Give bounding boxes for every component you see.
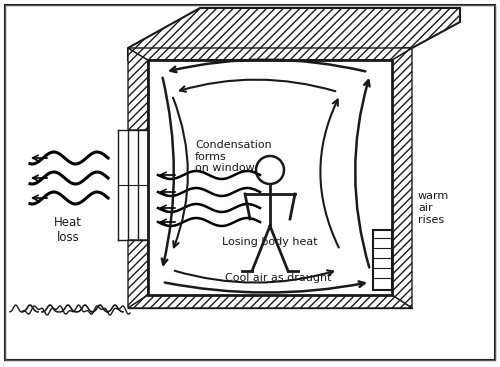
Text: Losing body heat: Losing body heat (222, 237, 318, 247)
Text: Condensation
forms
on window: Condensation forms on window (195, 140, 272, 173)
Text: Cool air as draught: Cool air as draught (225, 273, 331, 283)
Polygon shape (128, 8, 460, 60)
Polygon shape (392, 48, 412, 308)
Polygon shape (128, 295, 412, 308)
Polygon shape (128, 240, 148, 308)
Text: Heat
loss: Heat loss (54, 216, 82, 244)
Bar (373, 230, 392, 290)
Polygon shape (128, 48, 412, 60)
Text: warm
air
rises: warm air rises (418, 192, 449, 225)
Polygon shape (128, 48, 148, 130)
Polygon shape (148, 60, 392, 295)
